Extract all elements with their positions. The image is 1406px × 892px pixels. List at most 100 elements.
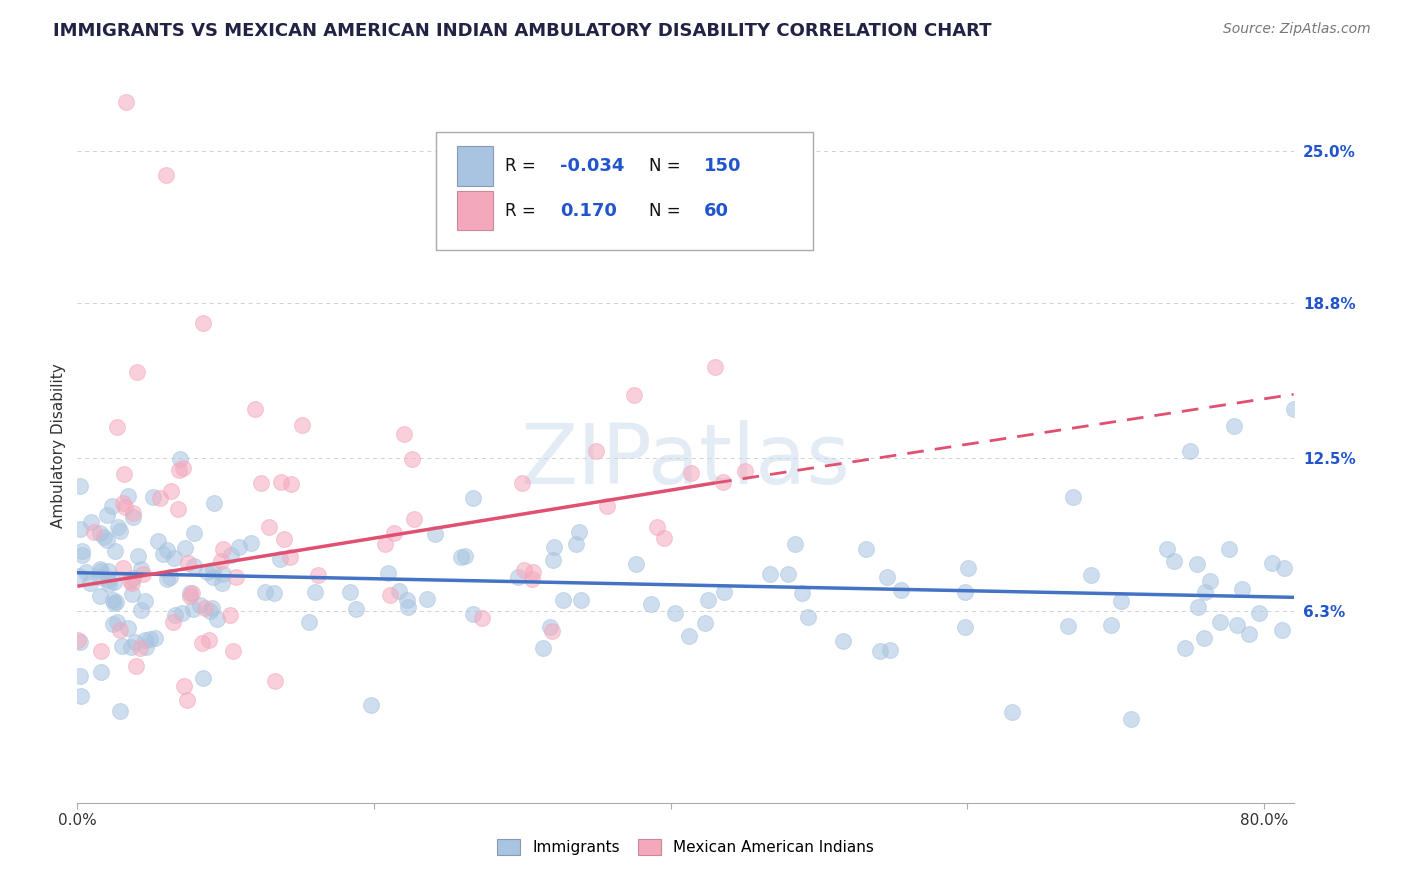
Point xyxy=(624,557,647,571)
FancyBboxPatch shape xyxy=(436,132,813,250)
Point xyxy=(197,633,219,648)
Point xyxy=(121,576,143,591)
Point xyxy=(93,530,115,544)
Point xyxy=(89,589,111,603)
Point xyxy=(142,490,165,504)
Point xyxy=(450,550,472,565)
Point xyxy=(541,624,564,639)
Point xyxy=(70,549,93,563)
Point xyxy=(297,615,319,630)
Point xyxy=(156,573,179,587)
Point xyxy=(522,565,544,579)
Point xyxy=(115,95,138,109)
Text: -0.034: -0.034 xyxy=(560,157,624,175)
Point xyxy=(1062,490,1084,504)
Point xyxy=(225,570,247,584)
FancyBboxPatch shape xyxy=(457,191,494,230)
Point xyxy=(201,563,224,577)
Point xyxy=(382,525,405,540)
Point xyxy=(778,567,800,582)
Point xyxy=(129,640,152,655)
Point xyxy=(179,585,201,599)
Point xyxy=(104,543,127,558)
Point xyxy=(734,464,756,478)
Point xyxy=(263,586,285,600)
Point xyxy=(127,549,149,563)
Point xyxy=(89,562,111,576)
Point xyxy=(249,475,271,490)
Point xyxy=(90,643,112,657)
Point xyxy=(125,365,148,379)
Point xyxy=(1247,606,1270,620)
Point xyxy=(108,524,131,538)
Point xyxy=(304,585,326,599)
Point xyxy=(1080,568,1102,582)
Point xyxy=(117,489,139,503)
Point xyxy=(155,169,177,183)
Point xyxy=(111,639,134,653)
Point xyxy=(879,643,901,657)
Point xyxy=(664,607,686,621)
Point xyxy=(90,665,112,680)
Point xyxy=(956,561,979,575)
Text: 60: 60 xyxy=(703,202,728,219)
Point xyxy=(1187,599,1209,614)
Point xyxy=(378,588,401,602)
Point xyxy=(269,551,291,566)
Point xyxy=(179,589,201,603)
Point xyxy=(120,640,142,654)
Point xyxy=(704,360,727,375)
Point xyxy=(513,563,536,577)
Point xyxy=(1056,618,1078,632)
Text: Source: ZipAtlas.com: Source: ZipAtlas.com xyxy=(1223,22,1371,37)
Point xyxy=(159,569,181,583)
Point xyxy=(253,585,276,599)
Point xyxy=(1119,712,1142,726)
Point xyxy=(461,491,484,505)
Point xyxy=(1218,542,1240,557)
Point xyxy=(278,549,301,564)
Point xyxy=(212,542,235,557)
Point xyxy=(69,479,91,493)
Point xyxy=(70,544,93,558)
Point xyxy=(98,576,121,591)
Point xyxy=(134,633,156,648)
Point xyxy=(89,526,111,541)
Point xyxy=(388,583,411,598)
Point xyxy=(953,585,976,599)
Point xyxy=(167,463,190,477)
Point xyxy=(640,597,662,611)
Point xyxy=(1178,444,1201,458)
Point xyxy=(522,572,544,586)
Point xyxy=(173,679,195,693)
Point xyxy=(869,644,891,658)
Point xyxy=(1109,594,1132,608)
Point xyxy=(211,566,233,581)
Point xyxy=(1237,627,1260,641)
Point xyxy=(129,562,152,576)
Point xyxy=(273,532,295,546)
Point xyxy=(360,698,382,712)
Point xyxy=(193,316,215,330)
Point xyxy=(156,542,179,557)
Point xyxy=(149,491,172,506)
Point xyxy=(647,520,669,534)
Point xyxy=(713,584,735,599)
Point xyxy=(783,537,806,551)
Point xyxy=(540,620,562,634)
Point xyxy=(876,570,898,584)
Point xyxy=(97,564,120,578)
Point xyxy=(218,608,240,623)
Point xyxy=(117,621,139,635)
Point xyxy=(67,569,90,583)
Point xyxy=(146,534,169,549)
Text: R =: R = xyxy=(505,157,536,175)
Point xyxy=(1223,419,1246,434)
Point xyxy=(160,484,183,499)
Point xyxy=(461,607,484,622)
Point xyxy=(454,549,477,564)
Point xyxy=(89,570,111,584)
Point xyxy=(90,564,112,578)
Point xyxy=(392,426,415,441)
Point xyxy=(855,542,877,557)
